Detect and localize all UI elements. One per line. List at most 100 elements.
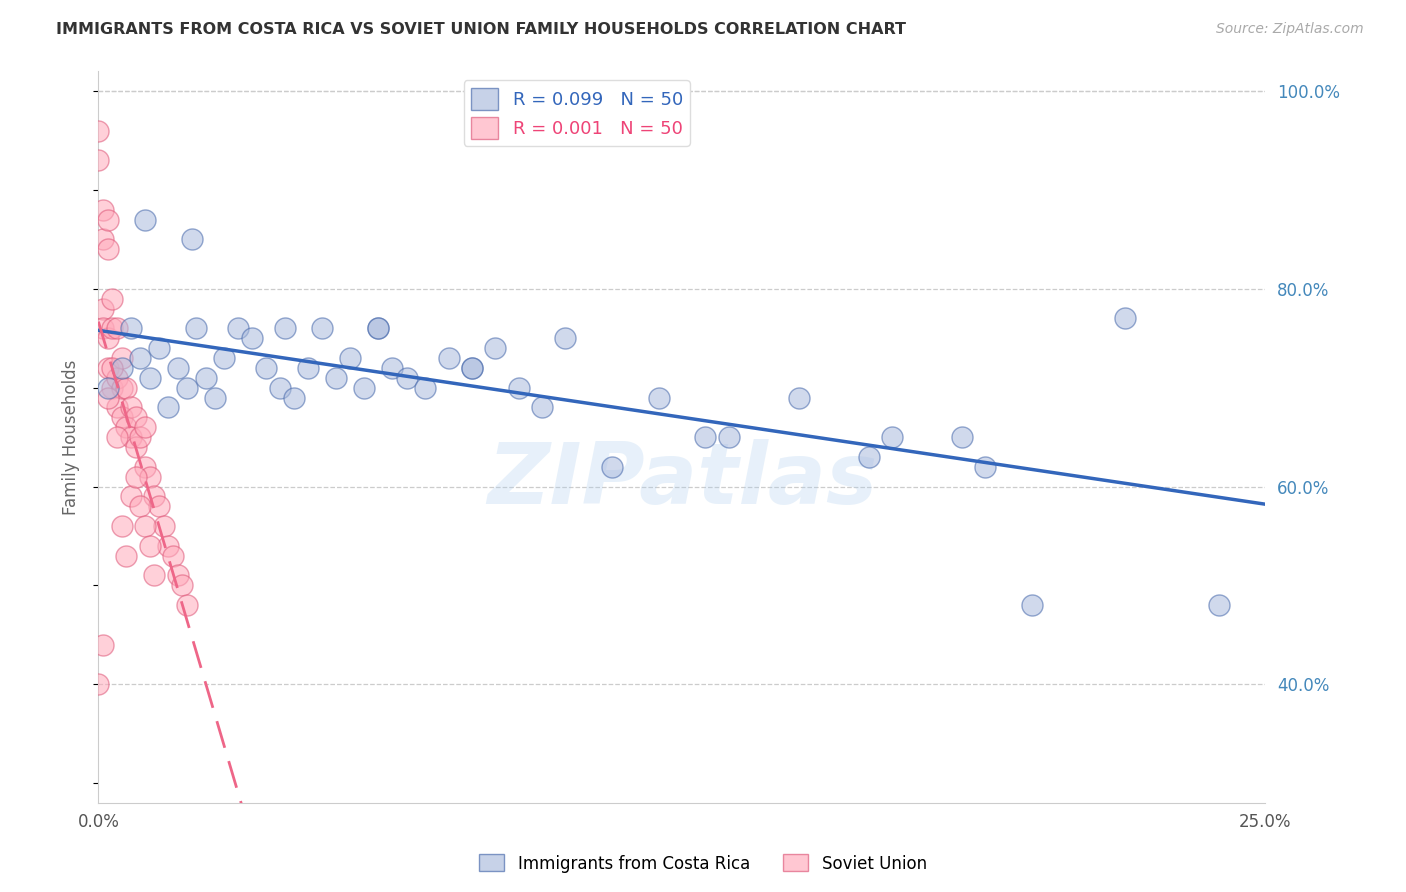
Point: [101, 292, 124, 306]
Point: [139, 539, 162, 553]
Point: [787, 391, 810, 405]
Point: [176, 381, 198, 395]
Point: [554, 331, 576, 345]
Point: [166, 360, 188, 375]
Point: [269, 381, 291, 395]
Point: [194, 371, 217, 385]
Point: [101, 381, 124, 395]
Point: [148, 500, 170, 514]
Point: [381, 360, 404, 375]
Point: [125, 410, 148, 425]
Point: [172, 578, 194, 592]
Point: [97, 212, 120, 227]
Point: [139, 371, 162, 385]
Point: [91, 301, 114, 316]
Point: [91, 638, 114, 652]
Point: [176, 598, 198, 612]
Point: [461, 360, 484, 375]
Point: [143, 489, 166, 503]
Point: [129, 500, 152, 514]
Point: [115, 381, 138, 395]
Point: [695, 430, 717, 444]
Point: [129, 430, 152, 444]
Point: [858, 450, 880, 464]
Point: [105, 321, 128, 335]
Point: [228, 321, 250, 335]
Point: [97, 331, 120, 345]
Point: [395, 371, 418, 385]
Point: [339, 351, 361, 365]
Point: [1208, 598, 1230, 612]
Point: [87, 123, 110, 137]
Legend: Immigrants from Costa Rica, Soviet Union: Immigrants from Costa Rica, Soviet Union: [472, 847, 934, 880]
Point: [600, 459, 623, 474]
Point: [283, 391, 305, 405]
Point: [134, 420, 156, 434]
Point: [256, 360, 278, 375]
Point: [1021, 598, 1043, 612]
Point: [143, 568, 166, 582]
Point: [111, 360, 134, 375]
Point: [530, 401, 553, 415]
Point: [120, 321, 142, 335]
Point: [91, 232, 114, 246]
Point: [242, 331, 264, 345]
Point: [105, 430, 128, 444]
Point: [297, 360, 319, 375]
Point: [129, 351, 152, 365]
Y-axis label: Family Households: Family Households: [62, 359, 80, 515]
Point: [120, 401, 142, 415]
Point: [111, 410, 134, 425]
Point: [461, 360, 484, 375]
Point: [139, 469, 162, 483]
Point: [508, 381, 530, 395]
Point: [105, 401, 128, 415]
Point: [367, 321, 389, 335]
Point: [274, 321, 297, 335]
Point: [87, 153, 110, 168]
Point: [1114, 311, 1136, 326]
Point: [111, 519, 134, 533]
Point: [91, 321, 114, 335]
Point: [134, 212, 156, 227]
Point: [97, 391, 120, 405]
Point: [214, 351, 236, 365]
Point: [115, 549, 138, 563]
Point: [125, 469, 148, 483]
Point: [204, 391, 226, 405]
Point: [101, 360, 124, 375]
Point: [880, 430, 903, 444]
Point: [111, 381, 134, 395]
Point: [120, 430, 142, 444]
Point: [120, 489, 142, 503]
Point: [134, 519, 156, 533]
Point: [325, 371, 347, 385]
Point: [134, 459, 156, 474]
Point: [157, 401, 180, 415]
Point: [157, 539, 180, 553]
Point: [105, 371, 128, 385]
Point: [484, 341, 506, 355]
Point: [950, 430, 973, 444]
Point: [180, 232, 202, 246]
Point: [353, 381, 375, 395]
Text: ZIPatlas: ZIPatlas: [486, 440, 877, 523]
Point: [162, 549, 184, 563]
Point: [87, 677, 110, 691]
Point: [115, 420, 138, 434]
Point: [186, 321, 208, 335]
Point: [125, 440, 148, 454]
Point: [437, 351, 460, 365]
Point: [974, 459, 997, 474]
Point: [152, 519, 174, 533]
Text: IMMIGRANTS FROM COSTA RICA VS SOVIET UNION FAMILY HOUSEHOLDS CORRELATION CHART: IMMIGRANTS FROM COSTA RICA VS SOVIET UNI…: [56, 22, 907, 37]
Point: [111, 351, 134, 365]
Point: [413, 381, 436, 395]
Text: Source: ZipAtlas.com: Source: ZipAtlas.com: [1216, 22, 1364, 37]
Point: [717, 430, 740, 444]
Legend: R = 0.099   N = 50, R = 0.001   N = 50: R = 0.099 N = 50, R = 0.001 N = 50: [464, 80, 690, 146]
Point: [97, 242, 120, 256]
Point: [101, 321, 124, 335]
Point: [647, 391, 669, 405]
Point: [148, 341, 170, 355]
